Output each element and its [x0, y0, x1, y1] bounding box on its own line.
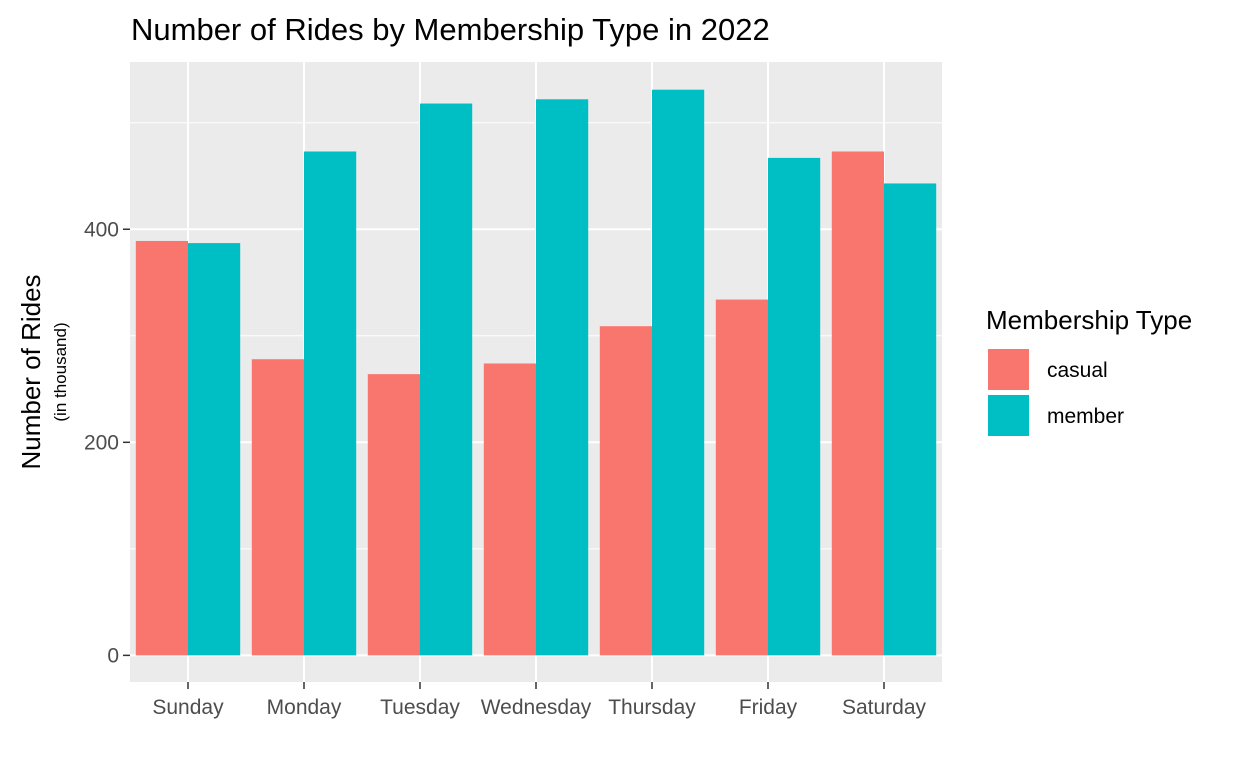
legend-title: Membership Type — [986, 305, 1192, 335]
bar-casual-sunday — [135, 240, 188, 656]
bar-casual-monday — [251, 359, 304, 656]
bar-casual-thursday — [599, 326, 652, 656]
bar-casual-wednesday — [483, 363, 536, 656]
legend-items: casual member — [986, 347, 1124, 438]
bar-member-sunday — [188, 243, 241, 656]
bar-member-wednesday — [536, 99, 589, 656]
x-tick-label: Sunday — [152, 696, 224, 719]
legend-key-casual — [986, 347, 1031, 392]
y-axis: 0 200 400 — [84, 218, 130, 667]
bar-casual-tuesday — [367, 374, 420, 656]
y-axis-title: Number of Rides — [16, 274, 46, 469]
legend: Membership Type casual member — [986, 305, 1192, 438]
x-tick-label: Tuesday — [380, 696, 460, 719]
bar-member-tuesday — [420, 103, 473, 656]
bar-member-thursday — [652, 89, 705, 656]
bar-member-saturday — [884, 183, 937, 656]
legend-label-casual: casual — [1047, 359, 1108, 382]
bar-member-friday — [768, 157, 821, 656]
x-tick-label: Saturday — [842, 696, 927, 719]
x-tick-label: Monday — [267, 696, 342, 719]
bar-casual-friday — [715, 299, 768, 656]
legend-key-member — [986, 393, 1031, 438]
y-axis-label: Number of Rides — [16, 274, 46, 469]
y-tick-label: 400 — [84, 218, 119, 241]
bars — [135, 89, 937, 656]
x-axis: Sunday Monday Tuesday Wednesday Thursday Frid… — [152, 682, 927, 719]
x-tick-label: Wednesday — [481, 696, 592, 719]
y-axis-subtitle: (in thousand) — [51, 322, 70, 421]
legend-label-member: member — [1047, 405, 1124, 428]
y-tick-label: 200 — [84, 431, 119, 454]
y-tick-label: 0 — [107, 644, 119, 667]
x-tick-label: Thursday — [608, 696, 696, 719]
bar-member-monday — [304, 151, 357, 656]
x-tick-label: Friday — [739, 696, 798, 719]
bar-casual-saturday — [831, 151, 884, 656]
y-axis-sublabel: (in thousand) — [51, 322, 70, 421]
chart-title: Number of Rides by Membership Type in 20… — [131, 12, 770, 47]
